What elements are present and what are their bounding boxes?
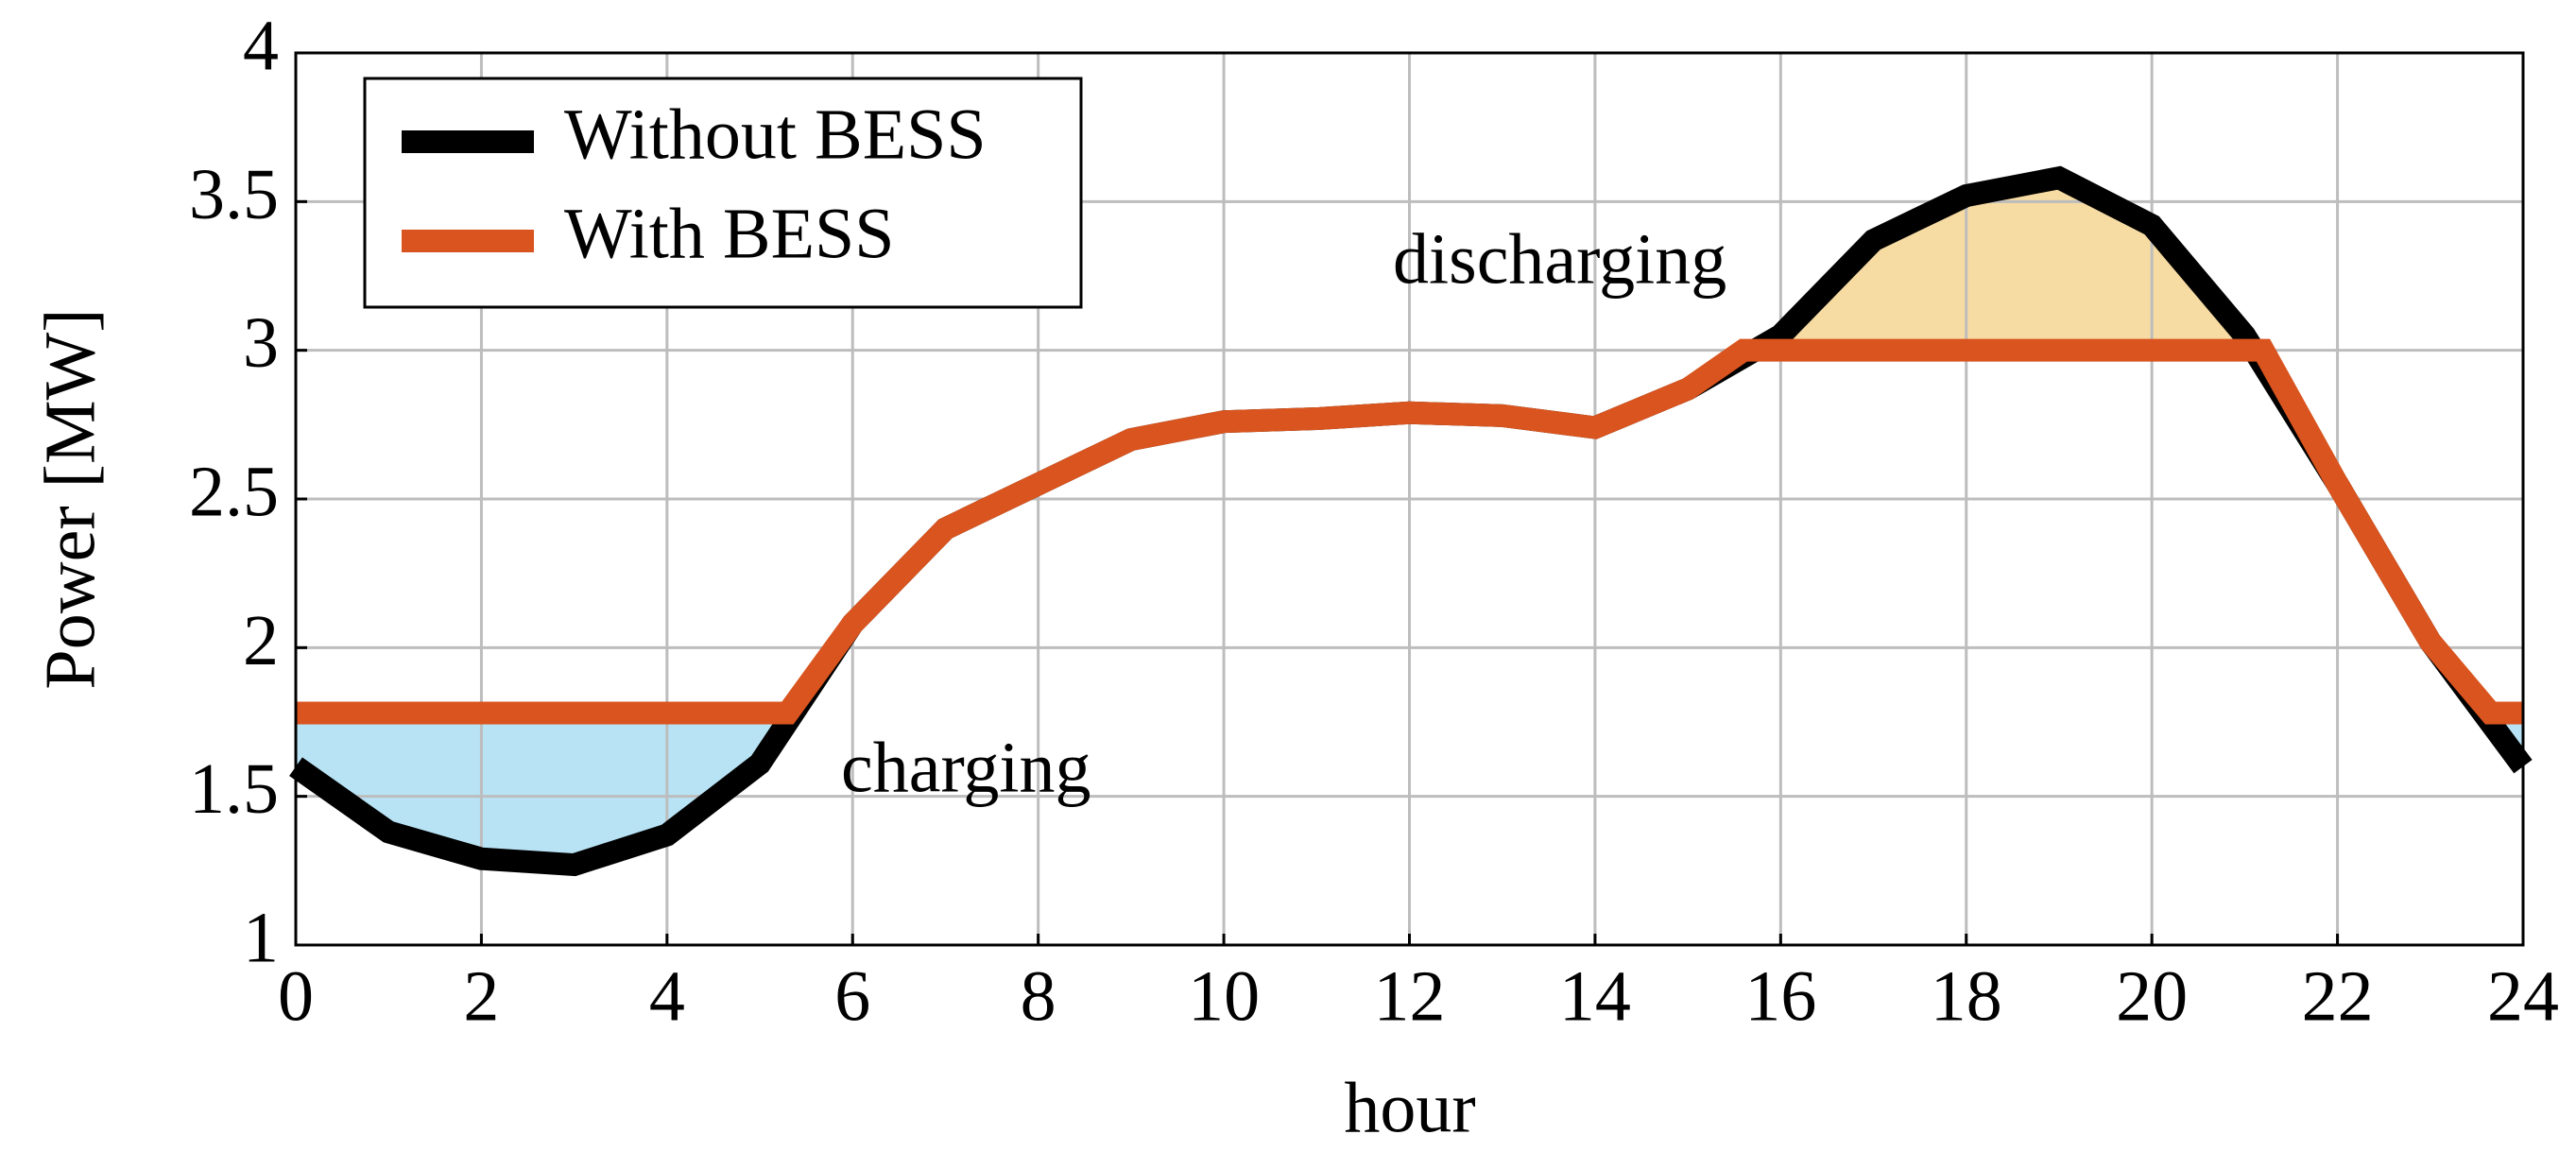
x-tick-label: 4 xyxy=(649,956,685,1036)
y-tick-label: 3 xyxy=(243,303,279,383)
y-tick-label: 1.5 xyxy=(189,749,279,829)
x-tick-label: 2 xyxy=(463,956,499,1036)
y-tick-label: 2.5 xyxy=(189,452,279,531)
legend-box xyxy=(363,77,1083,309)
x-tick-label: 16 xyxy=(1744,956,1816,1036)
annotation: discharging xyxy=(1393,219,1726,299)
x-tick-label: 10 xyxy=(1188,956,1260,1036)
x-tick-label: 24 xyxy=(2487,956,2559,1036)
x-tick-label: 8 xyxy=(1021,956,1056,1036)
x-tick-label: 0 xyxy=(278,956,314,1036)
x-tick-label: 6 xyxy=(834,956,870,1036)
x-axis-label: hour xyxy=(1344,1068,1475,1147)
y-axis-label: Power [MW] xyxy=(30,308,110,689)
charging-area xyxy=(296,625,852,866)
x-tick-label: 22 xyxy=(2302,956,2374,1036)
series-line xyxy=(296,338,2523,725)
y-tick-label: 3.5 xyxy=(189,155,279,234)
y-tick-label: 1 xyxy=(243,898,279,977)
annotation: charging xyxy=(841,728,1091,807)
x-tick-label: 14 xyxy=(1559,956,1631,1036)
legend-label: Without BESS xyxy=(564,95,987,174)
x-tick-label: 18 xyxy=(1931,956,2002,1036)
x-tick-label: 12 xyxy=(1374,956,1446,1036)
legend: Without BESS With BESS xyxy=(363,77,1083,309)
y-tick-label: 4 xyxy=(243,6,279,85)
x-tick-label: 20 xyxy=(2116,956,2188,1036)
legend-label: With BESS xyxy=(564,194,895,273)
line-layer xyxy=(289,165,2533,877)
plot-frame xyxy=(294,51,2525,947)
y-tick-label: 2 xyxy=(243,601,279,680)
